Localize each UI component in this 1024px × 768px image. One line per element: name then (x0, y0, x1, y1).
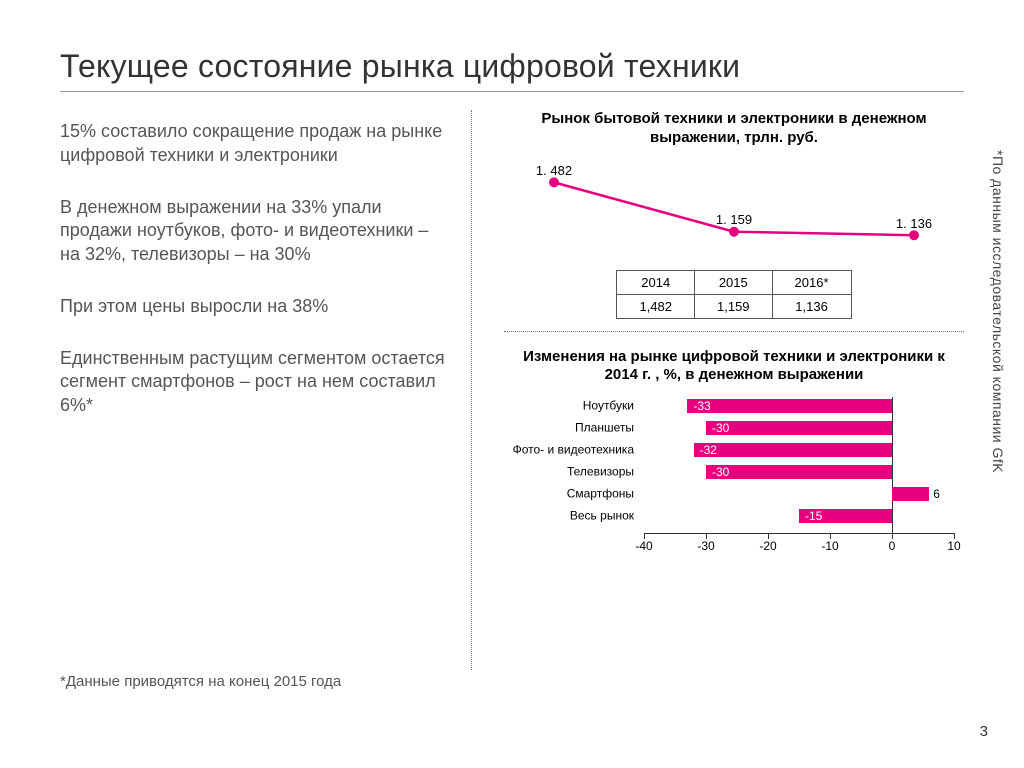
table-cell: 1,482 (617, 294, 695, 318)
bar-row: Весь рынок -15 (504, 507, 964, 525)
xtick-label: -10 (821, 539, 838, 553)
line-point-label: 1. 136 (896, 216, 932, 231)
bar-chart: Ноутбуки -33 Планшеты -30 Фото- и видеотехни… (504, 391, 964, 559)
bar (687, 399, 892, 413)
bar-category-label: Планшеты (504, 422, 634, 435)
vertical-divider (471, 110, 472, 670)
title-divider (60, 91, 964, 92)
bar-value-label: -33 (693, 399, 710, 413)
bar-category-label: Телевизоры (504, 466, 634, 479)
bar-value-label: -32 (700, 443, 717, 457)
xtick-label: -30 (697, 539, 714, 553)
page-title: Текущее состояние рынка цифровой техники (60, 48, 964, 85)
xtick-label: -40 (635, 539, 652, 553)
line-chart-svg (524, 154, 944, 264)
left-column: 15% составило сокращение продаж на рынке… (60, 110, 451, 670)
horizontal-dotted-divider (504, 331, 964, 332)
table-row-years: 2014 2015 2016* (617, 270, 851, 294)
bar-row: Фото- и видеотехника -32 (504, 441, 964, 459)
content-columns: 15% составило сокращение продаж на рынке… (60, 110, 964, 670)
bar-row: Смартфоны 6 (504, 485, 964, 503)
bullet-3: При этом цены выросли на 38% (60, 295, 451, 319)
bar (706, 421, 892, 435)
xtick-label: 0 (889, 539, 896, 553)
bar (706, 465, 892, 479)
bar-category-label: Ноутбуки (504, 400, 634, 413)
bar-value-label: -30 (712, 465, 729, 479)
bar-category-label: Весь рынок (504, 510, 634, 523)
bar-row: Телевизоры -30 (504, 463, 964, 481)
sidenote: *По данным исследовательской компании Gf… (990, 150, 1006, 473)
bar-chart-x-axis (644, 533, 954, 534)
line-chart-title: Рынок бытовой техники и электроники в де… (514, 110, 954, 148)
bullet-4: Единственным растущим сегментом остается… (60, 347, 451, 418)
table-cell: 2014 (617, 270, 695, 294)
bar-row: Планшеты -30 (504, 419, 964, 437)
bar-row: Ноутбуки -33 (504, 397, 964, 415)
bar-value-label: -30 (712, 421, 729, 435)
bullet-2: В денежном выражении на 33% упали продаж… (60, 196, 451, 267)
xtick-label: -20 (759, 539, 776, 553)
xtick-label: 10 (947, 539, 960, 553)
table-cell: 1,136 (772, 294, 851, 318)
page-number: 3 (980, 723, 988, 740)
line-point-label: 1. 159 (716, 212, 752, 227)
line-point-label: 1. 482 (536, 163, 572, 178)
bar-value-label: 6 (933, 487, 940, 501)
bar-category-label: Смартфоны (504, 488, 634, 501)
bar-chart-title: Изменения на рынке цифровой техники и эл… (514, 348, 954, 386)
bar (694, 443, 892, 457)
table-cell: 1,159 (695, 294, 773, 318)
slide: Текущее состояние рынка цифровой техники… (0, 0, 1024, 768)
bar-value-label: -15 (805, 509, 822, 523)
right-column: Рынок бытовой техники и электроники в де… (492, 110, 964, 670)
line-chart-table: 2014 2015 2016* 1,482 1,159 1,136 (616, 270, 851, 319)
bar-category-label: Фото- и видеотехника (504, 444, 634, 457)
footnote: *Данные приводятся на конец 2015 года (60, 673, 341, 690)
table-cell: 2016* (772, 270, 851, 294)
bar (892, 487, 929, 501)
bullet-1: 15% составило сокращение продаж на рынке… (60, 120, 451, 168)
table-cell: 2015 (695, 270, 773, 294)
line-chart: 1. 482 1. 159 1. 136 (524, 154, 944, 264)
table-row-values: 1,482 1,159 1,136 (617, 294, 851, 318)
